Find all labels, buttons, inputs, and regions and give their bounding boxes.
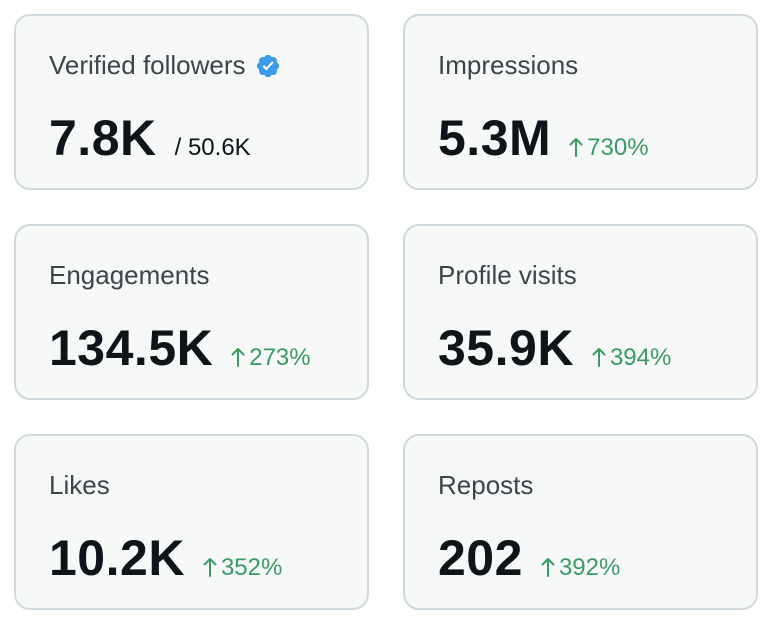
stat-value: 5.3M xyxy=(438,110,552,166)
change-percent: 730% xyxy=(587,134,649,161)
stat-value: 10.2K xyxy=(49,530,185,586)
value-row: 5.3M 730% xyxy=(438,110,649,166)
card-title: Profile visits xyxy=(438,260,577,290)
arrow-up-icon xyxy=(592,346,606,367)
arrow-up-icon xyxy=(569,136,583,157)
change-indicator: 352% xyxy=(203,554,282,582)
card-title: Verified followers xyxy=(49,50,246,80)
stat-card-engagements[interactable]: Engagements 134.5K 273% xyxy=(14,224,369,400)
arrow-up-icon xyxy=(231,346,245,367)
card-title: Likes xyxy=(49,470,110,500)
stat-value: 202 xyxy=(438,530,523,586)
stat-card-likes[interactable]: Likes 10.2K 352% xyxy=(14,434,369,610)
card-title: Engagements xyxy=(49,260,210,290)
change-percent: 392% xyxy=(558,554,621,581)
change-percent: 394% xyxy=(609,344,672,371)
value-row: 202 392% xyxy=(438,530,620,586)
arrow-up-icon xyxy=(203,556,217,577)
stat-card-impressions[interactable]: Impressions 5.3M 730% xyxy=(403,14,758,190)
value-row: 10.2K 352% xyxy=(49,530,282,586)
card-title: Impressions xyxy=(438,50,579,80)
card-title-row: Impressions xyxy=(438,49,578,81)
stat-value: 35.9K xyxy=(438,320,574,376)
change-indicator: 273% xyxy=(231,344,311,372)
change-percent: 273% xyxy=(249,344,311,371)
change-indicator: 730% xyxy=(569,134,649,162)
value-row: 7.8K / 50.6K xyxy=(49,110,251,166)
card-title: Reposts xyxy=(438,470,534,500)
change-indicator: 394% xyxy=(592,344,671,372)
stat-card-verified-followers[interactable]: Verified followers 7.8K / 50.6K xyxy=(14,14,369,190)
card-title-row: Reposts xyxy=(438,469,533,501)
verified-badge-icon xyxy=(255,53,281,79)
stat-card-profile-visits[interactable]: Profile visits 35.9K 394% xyxy=(403,224,758,400)
card-title-row: Profile visits xyxy=(438,259,577,291)
card-title-row: Likes xyxy=(49,469,110,501)
value-row: 35.9K 394% xyxy=(438,320,671,376)
stat-card-reposts[interactable]: Reposts 202 392% xyxy=(403,434,758,610)
stat-total: / 50.6K xyxy=(174,134,251,161)
card-title-row: Verified followers xyxy=(49,49,281,81)
card-title-row: Engagements xyxy=(49,259,209,291)
change-percent: 352% xyxy=(220,554,283,581)
stat-value: 134.5K xyxy=(49,320,214,376)
change-indicator: 392% xyxy=(541,554,620,582)
arrow-up-icon xyxy=(541,556,555,577)
stat-value: 7.8K xyxy=(49,110,157,166)
value-row: 134.5K 273% xyxy=(49,320,311,376)
